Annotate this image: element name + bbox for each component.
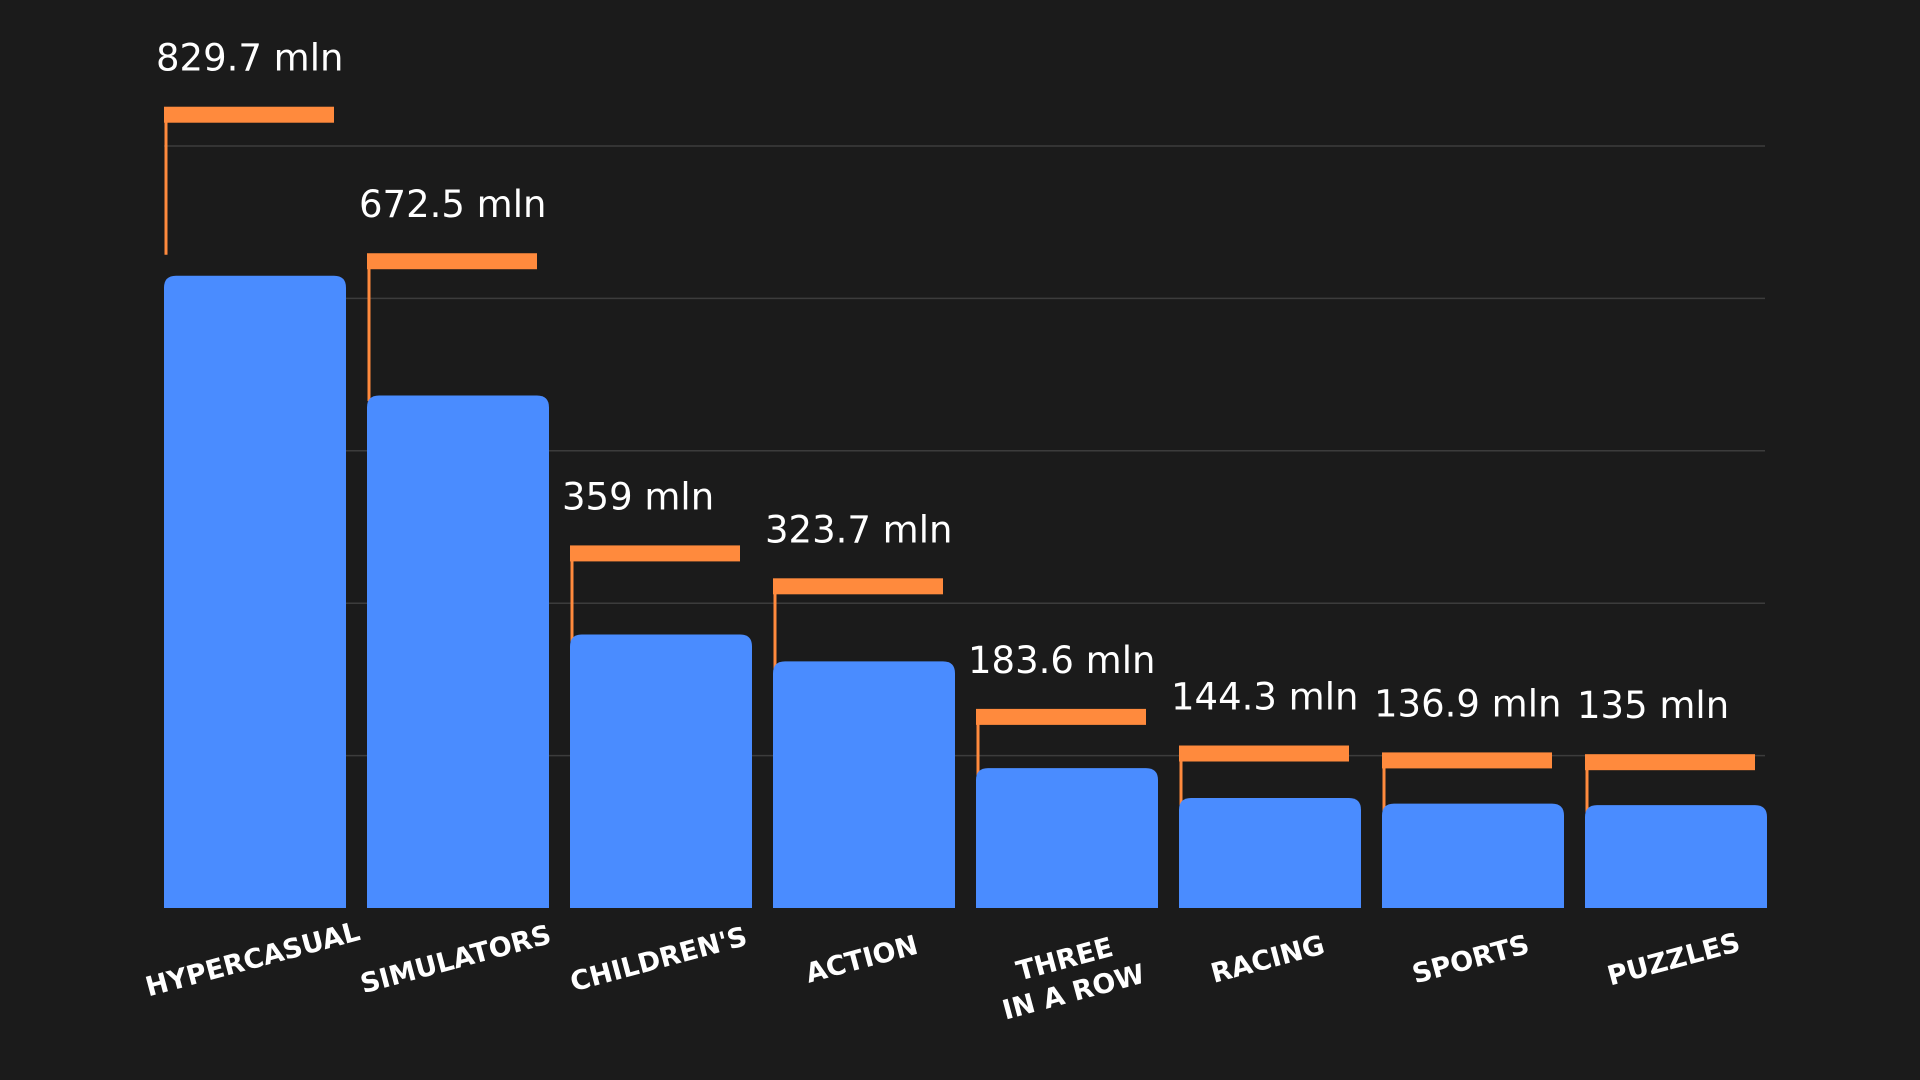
bar: [1585, 805, 1767, 908]
value-label: 359 mln: [562, 475, 714, 518]
value-label: 323.7 mln: [765, 508, 952, 551]
value-label: 144.3 mln: [1171, 676, 1358, 719]
category-label-line: PUZZLES: [1604, 927, 1743, 992]
value-bracket-bar: [976, 708, 1146, 725]
value-bracket-bar: [570, 545, 740, 562]
category-label-line: HYPERCASUAL: [142, 916, 363, 1003]
category-label-line: RACING: [1208, 930, 1328, 990]
category-label: SIMULATORS: [357, 919, 554, 1000]
bar: [976, 768, 1158, 908]
value-label: 672.5 mln: [359, 183, 546, 226]
value-label: 829.7 mln: [156, 37, 343, 80]
bar: [570, 634, 752, 908]
category-label: ACTION: [802, 930, 921, 990]
bar: [1179, 798, 1361, 908]
category-label: HYPERCASUAL: [142, 916, 363, 1003]
category-label-line: SPORTS: [1409, 929, 1533, 990]
bar: [367, 395, 549, 908]
category-label-line: CHILDREN'S: [567, 921, 750, 998]
bar: [1382, 803, 1564, 908]
value-bracket-bar: [1585, 754, 1755, 771]
value-bracket-bar: [164, 106, 334, 123]
value-brackets: [164, 106, 1755, 903]
bar: [164, 275, 346, 909]
value-label: 136.9 mln: [1374, 682, 1561, 725]
category-label-line: ACTION: [802, 930, 921, 990]
category-label: RACING: [1208, 930, 1328, 990]
bars: [164, 275, 1767, 909]
category-label: SPORTS: [1409, 929, 1533, 990]
value-bracket-bar: [367, 253, 537, 270]
value-label: 183.6 mln: [968, 639, 1155, 682]
value-label: 135 mln: [1577, 684, 1729, 727]
value-bracket-line: [367, 259, 537, 402]
bar: [773, 661, 955, 908]
value-bracket-bar: [773, 578, 943, 595]
value-bracket-bar: [1179, 745, 1349, 762]
value-bracket-line: [164, 113, 334, 255]
value-labels: 829.7 mln 672.5 mln 359 mln 323.7 mln 183.6 …: [156, 37, 1729, 727]
value-bracket-bar: [1382, 752, 1552, 769]
category-label-line: SIMULATORS: [357, 919, 554, 1000]
category-label: CHILDREN'S: [567, 921, 750, 998]
category-label: PUZZLES: [1604, 927, 1743, 992]
